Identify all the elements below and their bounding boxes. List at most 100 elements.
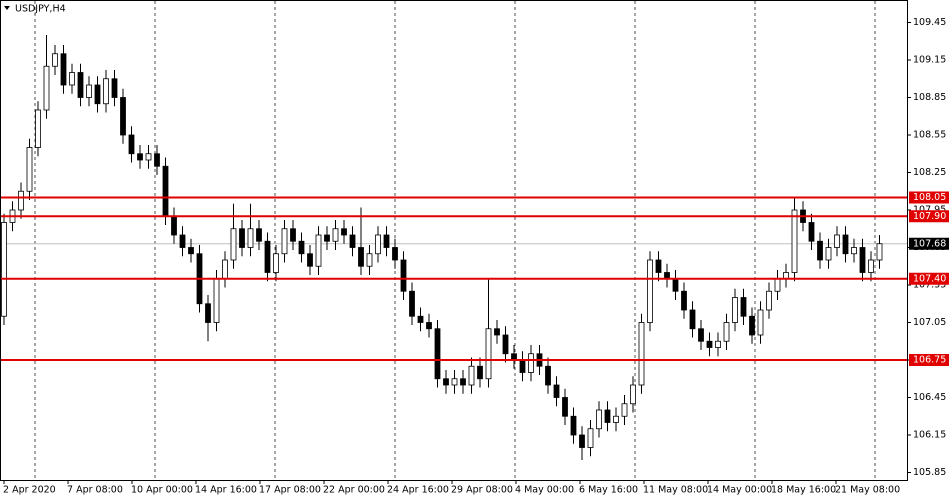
- candle-body: [383, 234, 390, 248]
- candle-body: [69, 72, 75, 86]
- candle-body: [171, 215, 177, 236]
- candle-body: [757, 309, 764, 336]
- candle-body: [307, 253, 313, 267]
- candle-body: [35, 109, 41, 148]
- candle-body: [545, 365, 551, 386]
- candle-body: [723, 322, 730, 342]
- chart-title: USDJPY,H4: [15, 4, 66, 15]
- candle-body: [324, 234, 330, 242]
- x-tick-label: 6 May 16:00: [579, 485, 638, 496]
- candle-body: [689, 309, 696, 330]
- candle-body: [842, 234, 849, 255]
- y-tick-label: 109.45: [913, 17, 946, 28]
- candle-body: [434, 328, 441, 380]
- candle-body: [392, 247, 398, 261]
- candle-body: [868, 259, 874, 273]
- candle-body: [400, 259, 407, 292]
- candle-body: [137, 153, 143, 161]
- candle-body: [672, 278, 679, 292]
- candle-body: [298, 240, 305, 255]
- candle-body: [417, 315, 424, 323]
- candle-body: [621, 403, 628, 417]
- candle-body: [290, 228, 296, 242]
- candle-body: [213, 278, 220, 323]
- candle-body: [681, 290, 687, 311]
- candle-body: [613, 415, 619, 423]
- current-price-label: 107.68: [913, 238, 946, 249]
- candle-body: [443, 378, 449, 386]
- current-price-box: [909, 237, 949, 250]
- candle-body: [630, 384, 636, 405]
- candle-body: [94, 84, 101, 105]
- candle-body: [749, 315, 755, 336]
- candle-body: [145, 153, 152, 161]
- candle-body: [596, 409, 602, 430]
- candle-body: [851, 247, 857, 255]
- candle-body: [766, 290, 772, 311]
- candle-body: [205, 303, 211, 323]
- candle-body: [477, 365, 483, 380]
- candle-body: [103, 78, 109, 105]
- level-label-box: [909, 354, 949, 366]
- x-tick-label: 14 Apr 16:00: [195, 485, 257, 496]
- candle-body: [426, 322, 432, 330]
- candle-body: [519, 359, 526, 373]
- level-label-box: [909, 272, 949, 285]
- candle-body: [570, 415, 577, 436]
- candle-body: [468, 365, 475, 386]
- candle-body: [247, 228, 254, 248]
- candle-body: [715, 340, 721, 348]
- x-tick-label: 10 Apr 00:00: [131, 485, 193, 496]
- candle-body: [451, 378, 458, 386]
- candle-body: [732, 297, 738, 323]
- candle-body: [26, 147, 33, 192]
- candle-body: [332, 228, 339, 242]
- candle-body: [502, 334, 509, 355]
- candle-body: [375, 234, 381, 255]
- candle-body: [774, 278, 781, 292]
- candle-body: [77, 72, 84, 98]
- y-tick-label: 107.35: [913, 280, 946, 291]
- y-tick-label: 108.85: [913, 92, 946, 103]
- y-tick-label: 107.95: [913, 205, 946, 216]
- candle-body: [230, 228, 237, 261]
- x-tick-label: 2 Apr 2020: [3, 485, 56, 496]
- candle-body: [1, 222, 7, 317]
- candle-body: [579, 434, 585, 448]
- candle-body: [528, 353, 534, 373]
- candle-body: [409, 290, 415, 317]
- candle-body: [120, 97, 126, 136]
- level-label: 107.90: [913, 211, 946, 222]
- candle-body: [494, 328, 500, 336]
- candle-body: [281, 228, 288, 255]
- candle-body: [222, 259, 228, 280]
- candle-body: [825, 247, 832, 261]
- candle-body: [485, 328, 492, 380]
- candle-body: [111, 78, 118, 98]
- candle-body: [264, 240, 271, 273]
- candle-body: [273, 253, 279, 273]
- candle-body: [128, 134, 135, 155]
- candle-body: [86, 84, 92, 98]
- candle-body: [859, 247, 866, 273]
- level-label: 106.75: [913, 355, 946, 366]
- candle-body: [655, 259, 662, 273]
- y-tick-label: 107.05: [913, 317, 946, 328]
- candle-body: [604, 409, 611, 423]
- candle-body: [60, 53, 67, 86]
- candle-body: [341, 228, 347, 236]
- menu-arrow[interactable]: [4, 6, 10, 10]
- candle-body: [698, 328, 704, 342]
- candle-body: [834, 234, 840, 248]
- x-tick-label: 4 May 00:00: [515, 485, 574, 496]
- level-label: 108.05: [913, 192, 946, 203]
- x-tick-label: 24 Apr 16:00: [387, 485, 449, 496]
- y-tick-label: 105.85: [913, 467, 946, 478]
- candle-body: [817, 240, 823, 261]
- x-tick-label: 17 Apr 08:00: [259, 485, 321, 496]
- candle-body: [562, 397, 568, 417]
- candle-body: [638, 322, 645, 386]
- candle-body: [740, 297, 747, 317]
- x-tick-label: 7 Apr 08:00: [67, 485, 123, 496]
